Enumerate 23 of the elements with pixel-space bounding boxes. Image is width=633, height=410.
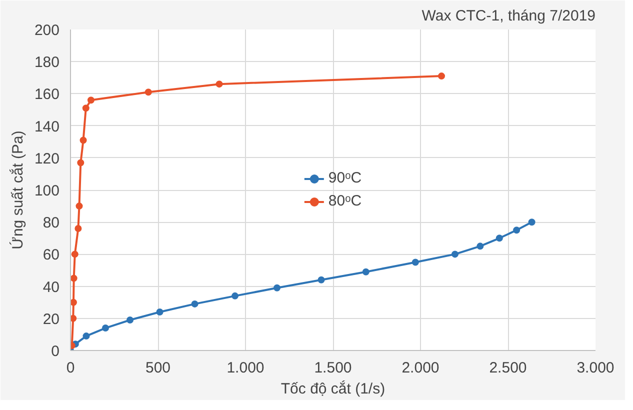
y-tick-label: 140 (34, 118, 60, 136)
y-axis-title: Ứng suất cắt (Pa) (8, 130, 26, 250)
y-tick-label: 0 (51, 343, 60, 360)
x-tick-label: 2.000 (402, 360, 440, 376)
y-tick-label: 120 (34, 150, 60, 168)
chart-title: Wax CTC-1, tháng 7/2019 (422, 8, 596, 24)
y-tick-label: 100 (34, 182, 60, 200)
x-tick-label: 3.000 (576, 360, 614, 376)
y-tick-label: 20 (42, 310, 60, 328)
y-tick-label: 160 (34, 86, 60, 104)
x-tick-label: 500 (145, 360, 171, 376)
x-axis-title: Tốc độ cắt (1/s) (280, 380, 386, 398)
x-tick-label: 1.000 (226, 360, 264, 376)
x-tick-label: 0 (66, 360, 75, 376)
y-tick-label: 180 (34, 54, 60, 72)
x-tick-label: 1.500 (314, 360, 352, 376)
y-tick-label: 200 (34, 22, 60, 39)
y-tick-label: 80 (42, 214, 60, 232)
legend-label: 90ᵒC (328, 170, 362, 186)
x-tick-label: 2.500 (489, 360, 527, 376)
y-tick-label: 60 (42, 246, 60, 264)
legend-label: 80ᵒC (328, 192, 362, 210)
y-tick-label: 40 (42, 278, 60, 296)
